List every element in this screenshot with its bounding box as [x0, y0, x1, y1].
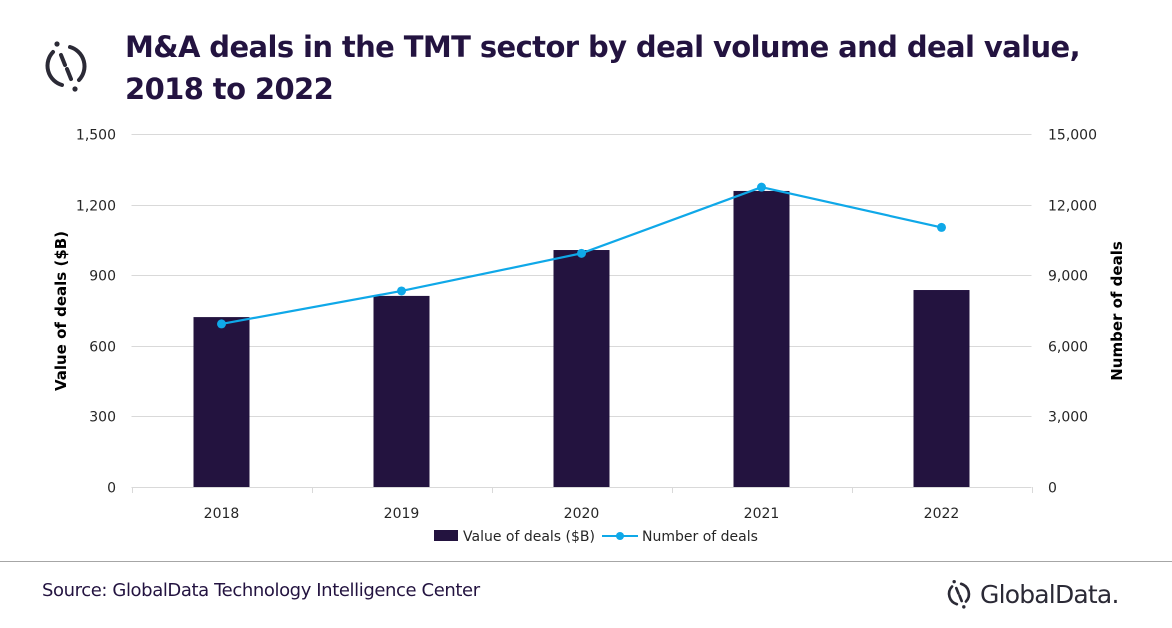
y-axis-left: 0 300 600 900 1,200 1,500 — [76, 128, 116, 497]
bar-2020 — [553, 250, 610, 487]
chart: 2018 2019 2020 2021 2022 0 300 600 900 1,200 1,50… — [52, 128, 1126, 546]
bar-2018 — [193, 317, 250, 487]
line-series — [217, 182, 946, 329]
source-note: Source: GlobalData Technology Intelligen… — [42, 580, 480, 601]
y-tick-label: 0 — [107, 481, 116, 497]
y2-tick-label: 0 — [1048, 481, 1057, 497]
y2-tick-label: 9,000 — [1048, 269, 1088, 285]
point-2022 — [937, 222, 946, 232]
x-axis: 2018 2019 2020 2021 2022 — [131, 487, 1033, 522]
brand-logo: GlobalData. — [944, 574, 1119, 614]
footer-divider — [0, 561, 1172, 562]
bar-2022 — [913, 290, 970, 487]
y2-axis-title: Number of deals — [1108, 241, 1126, 381]
y2-tick-label: 12,000 — [1048, 199, 1097, 215]
x-tick-label: 2021 — [744, 506, 780, 522]
x-tick-label: 2019 — [384, 506, 420, 522]
point-2020 — [577, 248, 586, 258]
y2-tick-label: 15,000 — [1048, 128, 1097, 144]
bar-2021 — [733, 190, 790, 487]
legend-label-value: Value of deals ($B) — [463, 529, 595, 545]
y-tick-label: 1,200 — [76, 199, 116, 215]
legend-label-count: Number of deals — [642, 529, 758, 545]
y-tick-label: 300 — [89, 410, 116, 426]
bar-2019 — [373, 295, 430, 487]
y-tick-label: 900 — [89, 269, 116, 285]
y-axis-title: Value of deals ($B) — [52, 231, 70, 391]
point-2018 — [217, 319, 226, 329]
chart-title: M&A deals in the TMT sector by deal volu… — [125, 30, 1081, 106]
point-2021 — [757, 182, 766, 192]
x-tick-label: 2018 — [204, 506, 240, 522]
legend-swatch-marker — [616, 532, 624, 540]
x-tick-label: 2020 — [564, 506, 600, 522]
brand-name: GlobalData. — [980, 579, 1119, 609]
globaldata-logo-icon — [45, 41, 87, 92]
bar-series — [193, 190, 970, 487]
x-tick-label: 2022 — [924, 506, 960, 522]
y-axis-right: 0 3,000 6,000 9,000 12,000 15,000 — [1048, 128, 1097, 497]
y2-tick-label: 6,000 — [1048, 340, 1088, 356]
y-tick-label: 600 — [89, 340, 116, 356]
globaldata-brand-icon — [947, 579, 971, 609]
legend: Value of deals ($B) Number of deals — [434, 529, 758, 545]
y-tick-label: 1,500 — [76, 128, 116, 144]
legend-swatch-value — [434, 530, 458, 541]
point-2019 — [397, 286, 406, 296]
y2-tick-label: 3,000 — [1048, 410, 1088, 426]
